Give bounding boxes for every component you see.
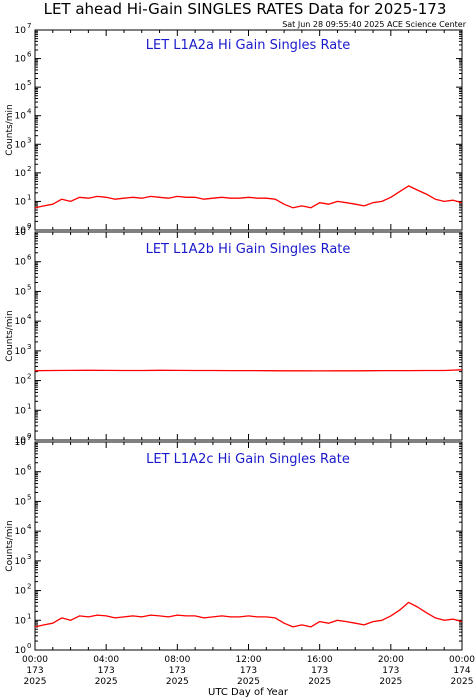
- x-tick-year: 2025: [95, 677, 118, 687]
- y-tick-label: 10: [15, 587, 27, 597]
- y-tick-label: 10: [15, 287, 27, 297]
- y-axis-label: Counts/min: [5, 520, 15, 571]
- y-tick-label: 10: [15, 557, 27, 567]
- y-tick-exponent: 0: [27, 642, 31, 650]
- x-tick-year: 2025: [237, 677, 260, 687]
- y-tick-label: 10: [15, 55, 27, 65]
- y-tick-exponent: 7: [27, 224, 31, 232]
- y-tick-label: 10: [15, 527, 27, 537]
- panel-title: LET L1A2c Hi Gain Singles Rate: [146, 452, 350, 467]
- y-tick-exponent: 0: [27, 222, 31, 230]
- x-tick-year: 2025: [379, 677, 402, 687]
- x-tick-day: 174: [453, 666, 470, 676]
- panel-l1a2b: LET L1A2b Hi Gain Singles Rate Counts/mi…: [5, 224, 463, 446]
- y-tick-exponent: 3: [27, 343, 31, 351]
- figure-title: LET ahead Hi-Gain SINGLES RATES Data for…: [44, 0, 447, 18]
- y-tick-exponent: 4: [27, 108, 32, 116]
- panel-l1a2c: LET L1A2c Hi Gain Singles Rate Counts/mi…: [5, 434, 463, 656]
- y-tick-exponent: 4: [27, 523, 32, 531]
- series-line: [34, 185, 463, 209]
- x-tick-year: 2025: [166, 677, 189, 687]
- x-tick-day: 173: [98, 666, 115, 676]
- series-trace: [34, 369, 463, 372]
- y-tick-label: 10: [15, 347, 27, 357]
- y-tick-label: 10: [15, 169, 27, 179]
- y-tick-label: 10: [15, 438, 27, 448]
- x-tick-time: 04:00: [93, 655, 119, 665]
- y-tick-label: 10: [15, 83, 27, 93]
- y-tick-label: 10: [15, 258, 27, 268]
- y-tick-exponent: 2: [27, 165, 31, 173]
- y-tick-exponent: 1: [27, 193, 31, 201]
- plot-frame: [34, 231, 463, 441]
- y-axis-label: Counts/min: [5, 310, 15, 361]
- panel-title: LET L1A2a Hi Gain Singles Rate: [146, 38, 351, 53]
- y-tick-label: 10: [15, 197, 27, 207]
- x-tick-day: 173: [26, 666, 43, 676]
- y-tick-label: 10: [15, 468, 27, 478]
- y-tick-exponent: 3: [27, 136, 31, 144]
- y-tick-label: 10: [15, 497, 27, 507]
- y-tick-label: 10: [15, 616, 27, 626]
- y-tick-exponent: 6: [27, 254, 32, 262]
- y-tick-exponent: 5: [27, 283, 31, 291]
- plot-frame: [34, 29, 463, 231]
- x-tick-time: 20:00: [378, 655, 404, 665]
- x-tick-day: 173: [169, 666, 186, 676]
- x-tick-time: 00:00: [22, 655, 48, 665]
- y-tick-exponent: 2: [27, 373, 31, 381]
- y-tick-exponent: 4: [27, 313, 32, 321]
- series-line: [34, 369, 463, 372]
- y-tick-exponent: 5: [27, 79, 31, 87]
- y-tick-label: 10: [15, 317, 27, 327]
- y-tick-label: 10: [15, 228, 27, 238]
- y-tick-exponent: 1: [27, 612, 31, 620]
- y-tick-exponent: 5: [27, 493, 31, 501]
- y-tick-exponent: 3: [27, 553, 31, 561]
- y-tick-exponent: 7: [27, 22, 31, 30]
- series-line: [34, 601, 463, 628]
- x-tick-year: 2025: [308, 677, 331, 687]
- y-tick-label: 10: [15, 406, 27, 416]
- x-tick-time: 08:00: [164, 655, 190, 665]
- x-axis-label: UTC Day of Year: [208, 687, 289, 698]
- y-tick-exponent: 6: [27, 464, 32, 472]
- y-tick-exponent: 1: [27, 402, 31, 410]
- series-trace: [34, 185, 463, 209]
- y-tick-exponent: 0: [27, 432, 31, 440]
- y-tick-exponent: 7: [27, 434, 31, 442]
- y-axis-label: Counts/min: [5, 104, 15, 155]
- x-tick-time: 16:00: [307, 655, 333, 665]
- y-tick-exponent: 2: [27, 583, 31, 591]
- x-tick-day: 173: [311, 666, 328, 676]
- y-tick-exponent: 6: [27, 51, 32, 59]
- y-tick-label: 10: [15, 226, 27, 236]
- timestamp: Sat Jun 28 09:55:40 2025 ACE Science Cen…: [282, 20, 467, 29]
- y-tick-label: 10: [15, 436, 27, 446]
- panel-l1a2a: LET L1A2a Hi Gain Singles Rate Counts/mi…: [5, 22, 463, 236]
- x-tick-day: 173: [382, 666, 399, 676]
- y-tick-label: 10: [15, 377, 27, 387]
- x-tick-year: 2025: [24, 677, 47, 687]
- x-tick-year: 2025: [451, 677, 474, 687]
- y-tick-label: 10: [15, 112, 27, 122]
- x-ticks: 00:00173202504:00173202508:00173202512:0…: [22, 655, 475, 687]
- y-tick-label: 10: [15, 26, 27, 36]
- plot-frame: [34, 441, 463, 651]
- y-tick-label: 10: [15, 646, 27, 656]
- series-trace: [34, 601, 463, 628]
- x-tick-day: 173: [240, 666, 257, 676]
- x-tick-time: 00:00: [449, 655, 475, 665]
- panel-title: LET L1A2b Hi Gain Singles Rate: [146, 242, 351, 257]
- y-tick-label: 10: [15, 140, 27, 150]
- x-tick-time: 12:00: [236, 655, 262, 665]
